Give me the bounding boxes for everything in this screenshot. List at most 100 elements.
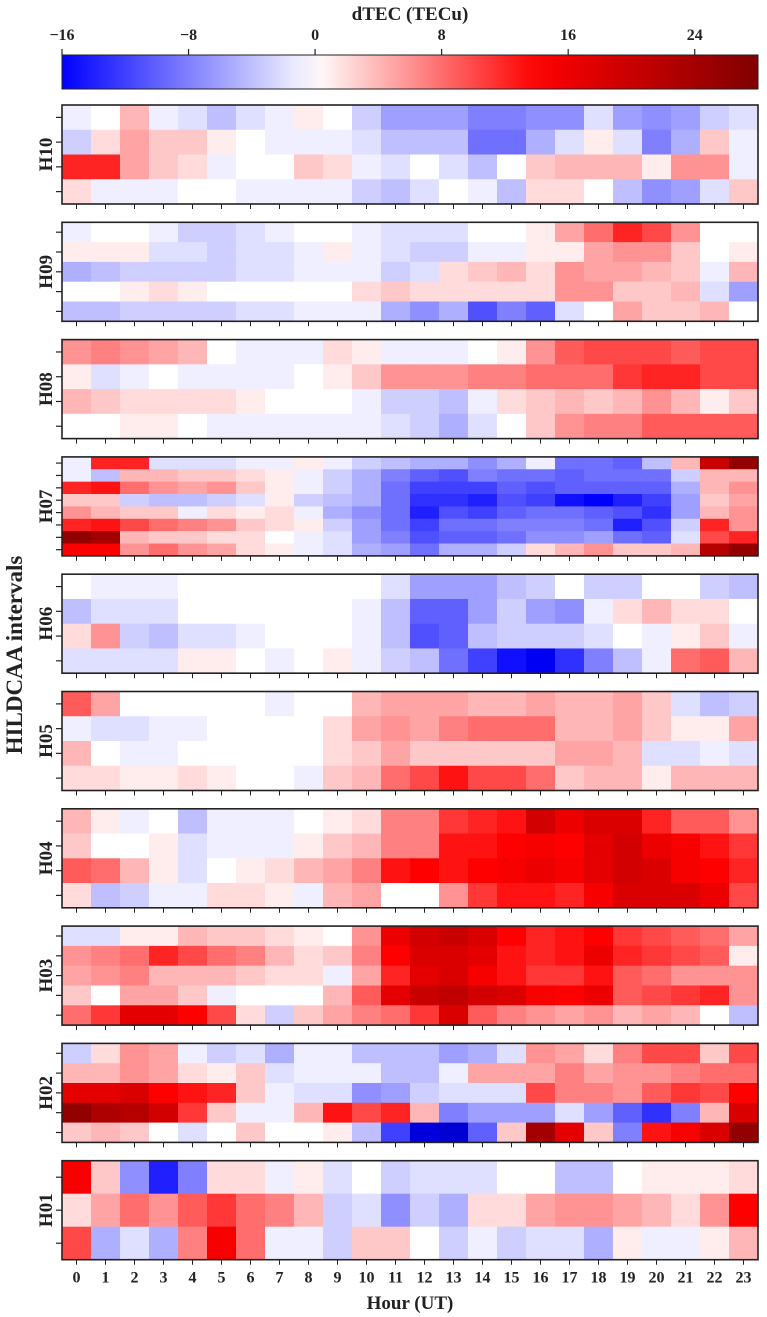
colorbar-label: dTEC (TECu)	[352, 4, 469, 25]
heatmap-cell	[729, 623, 759, 650]
heatmap-cell	[671, 1193, 701, 1228]
heatmap-cell	[671, 389, 701, 415]
heatmap-cell	[120, 623, 150, 650]
heatmap-cell	[613, 339, 643, 365]
heatmap-cell	[613, 389, 643, 415]
heatmap-cell	[381, 105, 411, 131]
heatmap-cell	[729, 808, 759, 835]
heatmap-cell	[613, 179, 643, 205]
heatmap-cell	[468, 1063, 498, 1084]
heatmap-cell	[352, 1063, 382, 1084]
heatmap-cell	[265, 413, 295, 440]
heatmap-cell	[62, 469, 92, 483]
heatmap-cell	[178, 985, 208, 1006]
heatmap-cell	[613, 926, 643, 947]
heatmap-cell	[236, 1122, 266, 1143]
panel-label: H09	[36, 255, 57, 289]
heatmap-cell	[439, 1193, 469, 1228]
heatmap-cell	[236, 261, 266, 283]
heatmap-cell	[700, 926, 730, 947]
heatmap-cell	[497, 926, 527, 947]
heatmap-cell	[149, 506, 179, 520]
heatmap-cell	[62, 808, 92, 835]
heatmap-cell	[265, 506, 295, 520]
heatmap-cell	[207, 105, 237, 131]
heatmap-cell	[62, 281, 92, 303]
heatmap-cell	[526, 1160, 556, 1195]
heatmap-cell	[671, 985, 701, 1006]
heatmap-cell	[729, 985, 759, 1006]
heatmap-cell	[671, 222, 701, 243]
heatmap-cell	[294, 623, 324, 650]
heatmap-cell	[381, 301, 411, 322]
heatmap-cell	[497, 339, 527, 365]
heatmap-cell	[149, 1160, 179, 1195]
heatmap-cell	[439, 765, 469, 792]
heatmap-cell	[700, 574, 730, 600]
heatmap-cell	[526, 965, 556, 987]
panel-h02: H02	[36, 1042, 759, 1148]
heatmap-cell	[729, 129, 759, 156]
heatmap-cell	[555, 945, 585, 967]
heatmap-cell	[294, 518, 324, 532]
heatmap-cell	[178, 1083, 208, 1104]
heatmap-cell	[497, 531, 527, 545]
heatmap-cell	[584, 833, 614, 859]
heatmap-cell	[265, 858, 295, 884]
heatmap-cell	[62, 945, 92, 967]
heatmap-cell	[352, 691, 382, 717]
heatmap-cell	[236, 741, 266, 767]
heatmap-cell	[207, 154, 237, 180]
heatmap-cell	[352, 648, 382, 674]
heatmap-cell	[468, 1226, 498, 1261]
heatmap-cell	[439, 301, 469, 322]
heatmap-cell	[555, 985, 585, 1006]
panel-frame	[61, 1042, 759, 1144]
heatmap-cell	[91, 301, 121, 322]
heatmap-cell	[468, 105, 498, 131]
heatmap-cell	[555, 858, 585, 884]
heatmap-cell	[526, 808, 556, 835]
heatmap-cell	[294, 1160, 324, 1195]
panel-label: H08	[36, 372, 57, 406]
heatmap-cell	[91, 1193, 121, 1228]
heatmap-cell	[381, 154, 411, 180]
heatmap-cell	[526, 1005, 556, 1026]
heatmap-cell	[613, 494, 643, 507]
heatmap-cell	[410, 1063, 440, 1084]
heatmap-panels: H10 H09 H08 H07 H06 H05 H04 H03 H02 H01	[36, 104, 759, 1265]
heatmap-cell	[62, 765, 92, 792]
heatmap-cell	[265, 261, 295, 283]
heatmap-cell	[178, 858, 208, 884]
heatmap-cell	[294, 506, 324, 520]
heatmap-cell	[381, 1005, 411, 1026]
heatmap-cell	[410, 1193, 440, 1228]
heatmap-cell	[526, 1193, 556, 1228]
heatmap-cell	[207, 1226, 237, 1261]
heatmap-cell	[497, 179, 527, 205]
heatmap-cell	[729, 1226, 759, 1261]
colorbar-tick-label: 16	[560, 27, 576, 44]
heatmap-cell	[149, 281, 179, 303]
heatmap-cell	[526, 105, 556, 131]
heatmap-cell	[555, 413, 585, 440]
heatmap-cell	[526, 389, 556, 415]
heatmap-cell	[352, 413, 382, 440]
heatmap-cell	[381, 833, 411, 859]
heatmap-cell	[120, 808, 150, 835]
heatmap-cell	[584, 883, 614, 909]
heatmap-cell	[526, 261, 556, 283]
heatmap-cell	[642, 858, 672, 884]
heatmap-cell	[642, 833, 672, 859]
heatmap-cell	[439, 413, 469, 440]
heatmap-cell	[671, 518, 701, 532]
panel-frame	[61, 456, 759, 557]
heatmap-cell	[178, 261, 208, 283]
heatmap-cell	[178, 481, 208, 495]
heatmap-cell	[149, 105, 179, 131]
heatmap-cell	[120, 926, 150, 947]
heatmap-cell	[671, 506, 701, 520]
heatmap-cell	[613, 1005, 643, 1026]
heatmap-cell	[323, 242, 353, 263]
heatmap-cell	[207, 574, 237, 600]
